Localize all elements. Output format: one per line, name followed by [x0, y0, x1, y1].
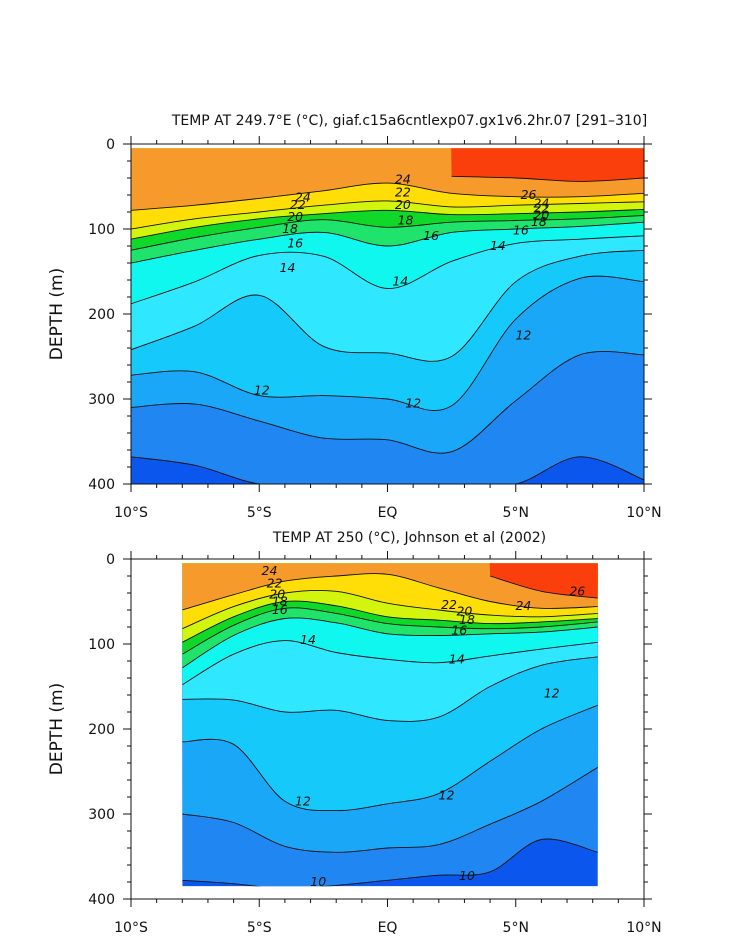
contour-label: 12: [439, 787, 455, 802]
contour-label: 12: [515, 327, 531, 342]
isotherm-16: [182, 617, 598, 669]
contour-label: 18: [531, 214, 547, 229]
isotherm-12: [131, 275, 644, 411]
contour-label: 22: [533, 201, 549, 216]
contour-label: 20: [269, 587, 285, 602]
x-tick-label: 5°S: [247, 920, 272, 936]
isotherm-14: [182, 640, 598, 686]
contour-label: 20: [456, 604, 472, 619]
x-tick-label: 10°S: [114, 505, 148, 521]
contour-label: 24: [295, 190, 311, 205]
contour-label: 24: [395, 172, 411, 187]
y-axis-label: DEPTH (m): [47, 683, 67, 775]
y-tick-label: 400: [88, 892, 115, 908]
isotherm-13: [131, 249, 644, 362]
contour-label: 26: [569, 583, 585, 598]
y-tick-label: 0: [106, 552, 115, 568]
x-tick-label: 5°S: [247, 505, 272, 521]
isotherm-10: [131, 456, 644, 484]
isotherm-24: [182, 573, 598, 611]
contour-label: 14: [300, 632, 316, 647]
contour-label: 12: [254, 383, 270, 398]
contour-label: 22: [267, 576, 283, 591]
contour-label: 24: [515, 598, 531, 613]
contour-label: 14: [392, 274, 408, 289]
contour-label: 22: [395, 184, 411, 199]
y-tick-label: 300: [88, 392, 115, 408]
isotherm-12: [182, 704, 598, 812]
contour-label: 14: [280, 260, 296, 275]
isotherm-18: [131, 214, 644, 251]
isotherm-14: [131, 235, 644, 305]
contour-label: 18: [272, 594, 288, 609]
isotherm-22: [182, 589, 598, 630]
isotherm-26: [489, 575, 598, 599]
y-tick-label: 100: [88, 637, 115, 653]
x-tick-label: EQ: [378, 505, 398, 521]
x-tick-label: 5°N: [503, 505, 529, 521]
contour-label: 26: [521, 187, 537, 202]
isotherm-20: [182, 600, 598, 643]
y-tick-label: 200: [88, 722, 115, 738]
isotherm-11: [182, 766, 598, 853]
contour-label: 14: [490, 238, 506, 253]
isotherm-10: [182, 838, 598, 887]
y-axis-label: DEPTH (m): [47, 268, 67, 360]
contour-label: 18: [398, 213, 414, 228]
isotherm-24: [131, 182, 644, 211]
x-tick-label: 5°N: [503, 920, 529, 936]
contour-label: 16: [451, 622, 467, 637]
contour-label: 12: [405, 395, 421, 410]
x-tick-label: 10°N: [626, 505, 661, 521]
chart-title: TEMP AT 249.7°E (°C), giaf.c15a6cntlexp0…: [171, 113, 647, 129]
y-tick-label: 200: [88, 307, 115, 323]
isotherm-11: [131, 350, 644, 454]
x-tick-label: 10°N: [626, 920, 661, 936]
upper-panel: 2422201816142422201816142624222018161412…: [47, 113, 662, 521]
band-above-26: [451, 148, 644, 182]
contour-label: 12: [544, 685, 560, 700]
contour-label: 10: [310, 874, 326, 889]
contour-label: 10: [459, 868, 475, 883]
y-tick-label: 300: [88, 807, 115, 823]
y-tick-label: 0: [106, 137, 115, 153]
contour-label: 16: [287, 235, 303, 250]
contour-label: 24: [262, 563, 278, 578]
contour-label: 18: [282, 221, 298, 236]
isotherm-16: [131, 221, 644, 264]
contour-label: 12: [295, 793, 311, 808]
isotherm-18: [182, 607, 598, 655]
contour-label: 22: [290, 197, 306, 212]
contour-label: 16: [423, 228, 439, 243]
contour-label: 24: [533, 196, 549, 211]
y-tick-label: 400: [88, 477, 115, 493]
y-tick-label: 100: [88, 222, 115, 238]
x-tick-label: 10°S: [114, 920, 148, 936]
contour-label: 16: [513, 223, 529, 238]
x-tick-label: EQ: [378, 920, 398, 936]
isotherm-20: [131, 208, 644, 240]
contour-label: 14: [449, 651, 465, 666]
contour-label: 20: [533, 207, 549, 222]
contour-label: 20: [395, 197, 411, 212]
isotherm-26: [451, 175, 644, 182]
contour-label: 18: [459, 612, 475, 627]
chart-title: TEMP AT 250 (°C), Johnson et al (2002): [272, 530, 546, 546]
contour-label: 20: [287, 209, 303, 224]
contour-label: 16: [272, 602, 288, 617]
isotherm-22: [131, 200, 644, 230]
isotherm-13: [182, 656, 598, 722]
band-above-26: [489, 563, 598, 599]
contour-label: 22: [441, 597, 457, 612]
